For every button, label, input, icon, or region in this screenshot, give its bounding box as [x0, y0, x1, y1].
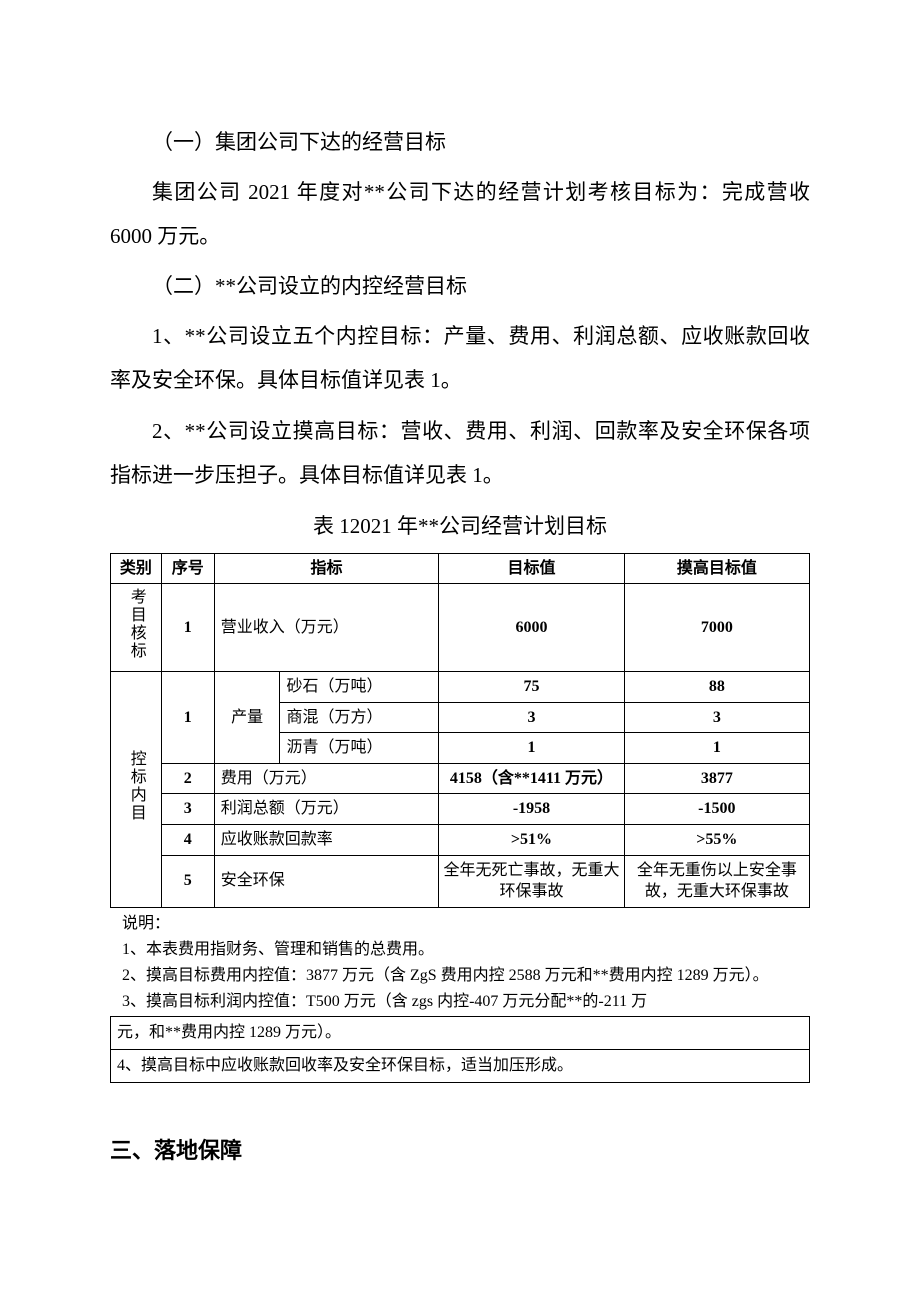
cell-high: 全年无重伤以上安全事故，无重大环保事故 — [624, 855, 809, 907]
note-3a: 3、摸高目标利润内控值：T500 万元（含 zgs 内控-407 万元分配**的… — [122, 990, 810, 1014]
table-header-row: 类别 序号 指标 目标值 摸高目标值 — [111, 553, 810, 584]
cell-target: 75 — [439, 671, 624, 702]
cell-indicator: 应收账款回款率 — [214, 824, 439, 855]
cell-category-1: 考目核标 — [111, 584, 162, 672]
cell-idx: 1 — [161, 671, 214, 763]
paragraph-2: 集团公司 2021 年度对**公司下达的经营计划考核目标为：完成营收 6000 … — [110, 170, 810, 258]
cell-target: 1 — [439, 733, 624, 764]
th-indicator: 指标 — [214, 553, 439, 584]
cell-target: -1958 — [439, 794, 624, 825]
note-3b: 元，和**费用内控 1289 万元）。 — [111, 1016, 810, 1049]
cell-target: 6000 — [439, 584, 624, 672]
table-row: 考目核标 1 营业收入（万元） 6000 7000 — [111, 584, 810, 672]
cell-indicator: 商混（万方） — [280, 702, 439, 733]
notes-table: 元，和**费用内控 1289 万元）。 4、摸高目标中应收账款回收率及安全环保目… — [110, 1016, 810, 1083]
cell-high: 88 — [624, 671, 809, 702]
cell-idx: 4 — [161, 824, 214, 855]
cell-target: 3 — [439, 702, 624, 733]
table-row: 2 费用（万元） 4158（含**1411 万元） 3877 — [111, 763, 810, 794]
cell-high: -1500 — [624, 794, 809, 825]
cell-indicator: 砂石（万吨） — [280, 671, 439, 702]
table-row: 3 利润总额（万元） -1958 -1500 — [111, 794, 810, 825]
cell-indicator: 费用（万元） — [214, 763, 439, 794]
paragraph-4: 1、**公司设立五个内控目标：产量、费用、利润总额、应收账款回收率及安全环保。具… — [110, 314, 810, 402]
th-category: 类别 — [111, 553, 162, 584]
cell-high: 1 — [624, 733, 809, 764]
cell-idx: 1 — [161, 584, 214, 672]
table-row: 控标内目 1 产量 砂石（万吨） 75 88 — [111, 671, 810, 702]
paragraph-1: （一）集团公司下达的经营目标 — [110, 120, 810, 164]
table-row: 元，和**费用内控 1289 万元）。 — [111, 1016, 810, 1049]
cell-indicator: 利润总额（万元） — [214, 794, 439, 825]
cell-prod-label: 产量 — [214, 671, 280, 763]
cell-target: 4158（含**1411 万元） — [439, 763, 624, 794]
cell-category-2: 控标内目 — [111, 671, 162, 907]
note-1: 1、本表费用指财务、管理和销售的总费用。 — [122, 938, 810, 962]
table-row: 4、摸高目标中应收账款回收率及安全环保目标，适当加压形成。 — [111, 1049, 810, 1082]
note-4: 4、摸高目标中应收账款回收率及安全环保目标，适当加压形成。 — [111, 1049, 810, 1082]
table-row: 5 安全环保 全年无死亡事故，无重大环保事故 全年无重伤以上安全事故，无重大环保… — [111, 855, 810, 907]
table-row: 4 应收账款回款率 >51% >55% — [111, 824, 810, 855]
th-high-target: 摸高目标值 — [624, 553, 809, 584]
notes-lead: 说明： — [122, 912, 810, 936]
table-caption: 表 12021 年**公司经营计划目标 — [110, 505, 810, 547]
cell-target: 全年无死亡事故，无重大环保事故 — [439, 855, 624, 907]
cell-idx: 3 — [161, 794, 214, 825]
cell-idx: 2 — [161, 763, 214, 794]
th-index: 序号 — [161, 553, 214, 584]
paragraph-5: 2、**公司设立摸高目标：营收、费用、利润、回款率及安全环保各项指标进一步压担子… — [110, 409, 810, 497]
th-target: 目标值 — [439, 553, 624, 584]
paragraph-3: （二）**公司设立的内控经营目标 — [110, 264, 810, 308]
section-3-heading: 三、落地保障 — [110, 1133, 810, 1165]
cell-high: 7000 — [624, 584, 809, 672]
cell-indicator: 安全环保 — [214, 855, 439, 907]
cell-indicator: 沥青（万吨） — [280, 733, 439, 764]
cell-high: 3 — [624, 702, 809, 733]
plan-target-table: 类别 序号 指标 目标值 摸高目标值 考目核标 1 营业收入（万元） 6000 … — [110, 553, 810, 908]
cell-indicator: 营业收入（万元） — [214, 584, 439, 672]
cell-target: >51% — [439, 824, 624, 855]
cell-idx: 5 — [161, 855, 214, 907]
document-page: （一）集团公司下达的经营目标 集团公司 2021 年度对**公司下达的经营计划考… — [0, 0, 920, 1301]
note-2: 2、摸高目标费用内控值：3877 万元（含 ZgS 费用内控 2588 万元和*… — [122, 964, 810, 988]
cell-high: 3877 — [624, 763, 809, 794]
cell-high: >55% — [624, 824, 809, 855]
